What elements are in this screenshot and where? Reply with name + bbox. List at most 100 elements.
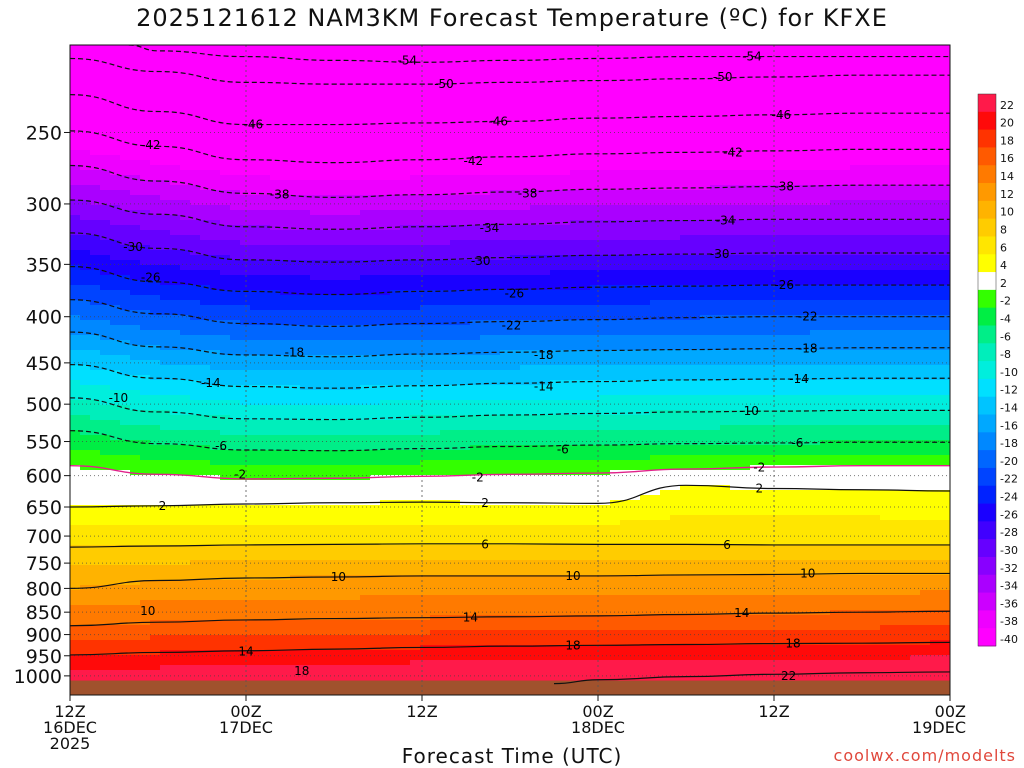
temperature-cell [300, 100, 311, 106]
temperature-cell [400, 215, 411, 221]
temperature-cell [260, 475, 271, 481]
temperature-cell [310, 655, 321, 661]
temperature-cell [430, 50, 441, 56]
temperature-cell [300, 145, 311, 151]
temperature-cell [430, 150, 441, 156]
temperature-cell [400, 320, 411, 326]
temperature-cell [250, 505, 261, 511]
temperature-cell [100, 210, 111, 216]
temperature-cell [290, 390, 301, 396]
temperature-cell [70, 595, 81, 601]
temperature-cell [340, 70, 351, 76]
temperature-cell [360, 645, 371, 651]
temperature-cell [260, 345, 271, 351]
temperature-cell [440, 50, 451, 56]
temperature-cell [190, 350, 201, 356]
temperature-cell [250, 70, 261, 76]
temperature-cell [390, 520, 401, 526]
temperature-cell [180, 255, 191, 261]
temperature-cell [210, 170, 221, 176]
temperature-cell [160, 150, 171, 156]
temperature-cell [380, 100, 391, 106]
temperature-cell [360, 650, 371, 656]
temperature-cell [370, 560, 381, 566]
temperature-cell [200, 200, 211, 206]
temperature-cell [240, 645, 251, 651]
temperature-cell [130, 310, 141, 316]
temperature-cell [270, 440, 281, 446]
temperature-cell [370, 460, 381, 466]
temperature-cell [260, 210, 271, 216]
temperature-cell [280, 245, 291, 251]
temperature-cell [310, 370, 321, 376]
temperature-cell [330, 60, 341, 66]
temperature-cell [230, 55, 241, 61]
temperature-cell [80, 235, 91, 241]
temperature-cell [130, 155, 141, 161]
temperature-cell [70, 495, 81, 501]
temperature-cell [450, 305, 461, 311]
temperature-cell [440, 565, 451, 571]
temperature-cell [150, 520, 161, 526]
temperature-cell [410, 540, 421, 546]
temperature-cell [210, 215, 221, 221]
temperature-cell [280, 505, 291, 511]
temperature-cell [300, 305, 311, 311]
temperature-cell [230, 290, 241, 296]
temperature-cell [110, 150, 121, 156]
temperature-cell [400, 650, 411, 656]
temperature-cell [440, 140, 451, 146]
temperature-cell [100, 555, 111, 561]
temperature-cell [180, 520, 191, 526]
temperature-cell [380, 190, 391, 196]
temperature-cell [80, 115, 91, 121]
temperature-cell [130, 375, 141, 381]
temperature-cell [390, 125, 401, 131]
temperature-cell [70, 465, 81, 471]
temperature-cell [290, 295, 301, 301]
temperature-cell [290, 440, 301, 446]
temperature-cell [140, 270, 151, 276]
temperature-cell [400, 45, 411, 51]
temperature-cell [330, 165, 341, 171]
temperature-cell [190, 530, 201, 536]
temperature-cell [70, 230, 81, 236]
temperature-cell [190, 265, 201, 271]
temperature-cell [300, 80, 311, 86]
temperature-cell [300, 590, 311, 596]
temperature-cell [430, 280, 441, 286]
temperature-cell [110, 265, 121, 271]
temperature-cell [160, 400, 171, 406]
temperature-cell [300, 290, 311, 296]
temperature-cell [160, 220, 171, 226]
temperature-cell [170, 430, 181, 436]
temperature-cell [280, 210, 291, 216]
temperature-cell [400, 425, 411, 431]
temperature-cell [370, 595, 381, 601]
temperature-cell [390, 310, 401, 316]
temperature-cell [440, 240, 451, 246]
temperature-cell [100, 595, 111, 601]
temperature-cell [210, 620, 221, 626]
temperature-cell [130, 465, 141, 471]
temperature-cell [150, 380, 161, 386]
temperature-cell [240, 485, 251, 491]
temperature-cell [70, 80, 81, 86]
temperature-cell [380, 135, 391, 141]
temperature-cell [100, 155, 111, 161]
temperature-cell [340, 410, 351, 416]
temperature-cell [80, 230, 91, 236]
temperature-cell [100, 405, 111, 411]
temperature-cell [300, 420, 311, 426]
temperature-cell [310, 625, 321, 631]
temperature-cell [160, 505, 171, 511]
temperature-cell [230, 540, 241, 546]
temperature-cell [180, 155, 191, 161]
temperature-cell [380, 50, 391, 56]
temperature-cell [430, 580, 441, 586]
temperature-cell [120, 320, 131, 326]
temperature-cell [110, 140, 121, 146]
temperature-cell [120, 365, 131, 371]
temperature-cell [300, 410, 311, 416]
temperature-cell [70, 140, 81, 146]
